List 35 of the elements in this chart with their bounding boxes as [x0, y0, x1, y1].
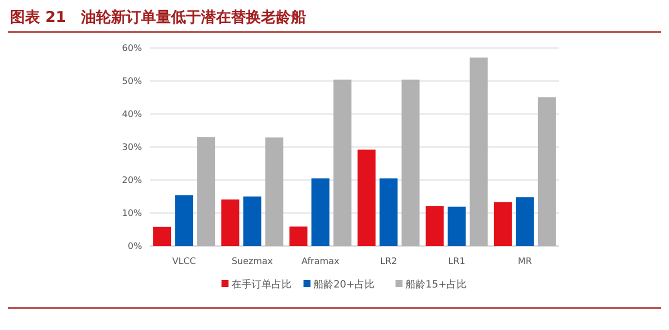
- bar: [494, 202, 512, 246]
- y-tick-label: 0%: [128, 242, 142, 252]
- bar: [333, 80, 352, 246]
- x-tick-label: LR1: [448, 257, 466, 267]
- chart-title: 图表 21 油轮新订单量低于潜在替换老龄船: [10, 8, 306, 26]
- bar: [243, 196, 262, 246]
- y-tick-label: 10%: [122, 209, 142, 220]
- x-tick-label: MR: [518, 257, 532, 267]
- bar: [426, 206, 444, 246]
- y-tick-label: 50%: [122, 77, 142, 88]
- bar: [516, 197, 534, 246]
- bar: [358, 150, 376, 246]
- bar: [402, 80, 420, 246]
- legend-label: 船龄15+占比: [406, 278, 467, 290]
- y-tick-label: 30%: [122, 143, 142, 154]
- x-tick-label: Aframax: [302, 257, 340, 267]
- bar: [175, 195, 194, 246]
- x-tick-label: Suezmax: [232, 257, 274, 267]
- y-tick-label: 60%: [122, 44, 142, 54]
- bar: [448, 206, 466, 246]
- bar: [311, 178, 330, 246]
- bar: [153, 226, 172, 246]
- bar: [265, 137, 284, 246]
- bar: [197, 137, 216, 246]
- bar: [289, 226, 308, 246]
- x-tick-label: LR2: [380, 257, 398, 267]
- bar: [221, 199, 240, 246]
- bar: [538, 97, 556, 246]
- legend-label: 船龄20+占比: [314, 278, 375, 290]
- y-tick-label: 40%: [122, 110, 142, 120]
- y-tick-label: 20%: [122, 176, 142, 186]
- x-tick-label: VLCC: [172, 257, 196, 267]
- bar: [380, 178, 398, 246]
- legend-label: 在手订单占比: [232, 278, 292, 290]
- bar: [470, 58, 488, 246]
